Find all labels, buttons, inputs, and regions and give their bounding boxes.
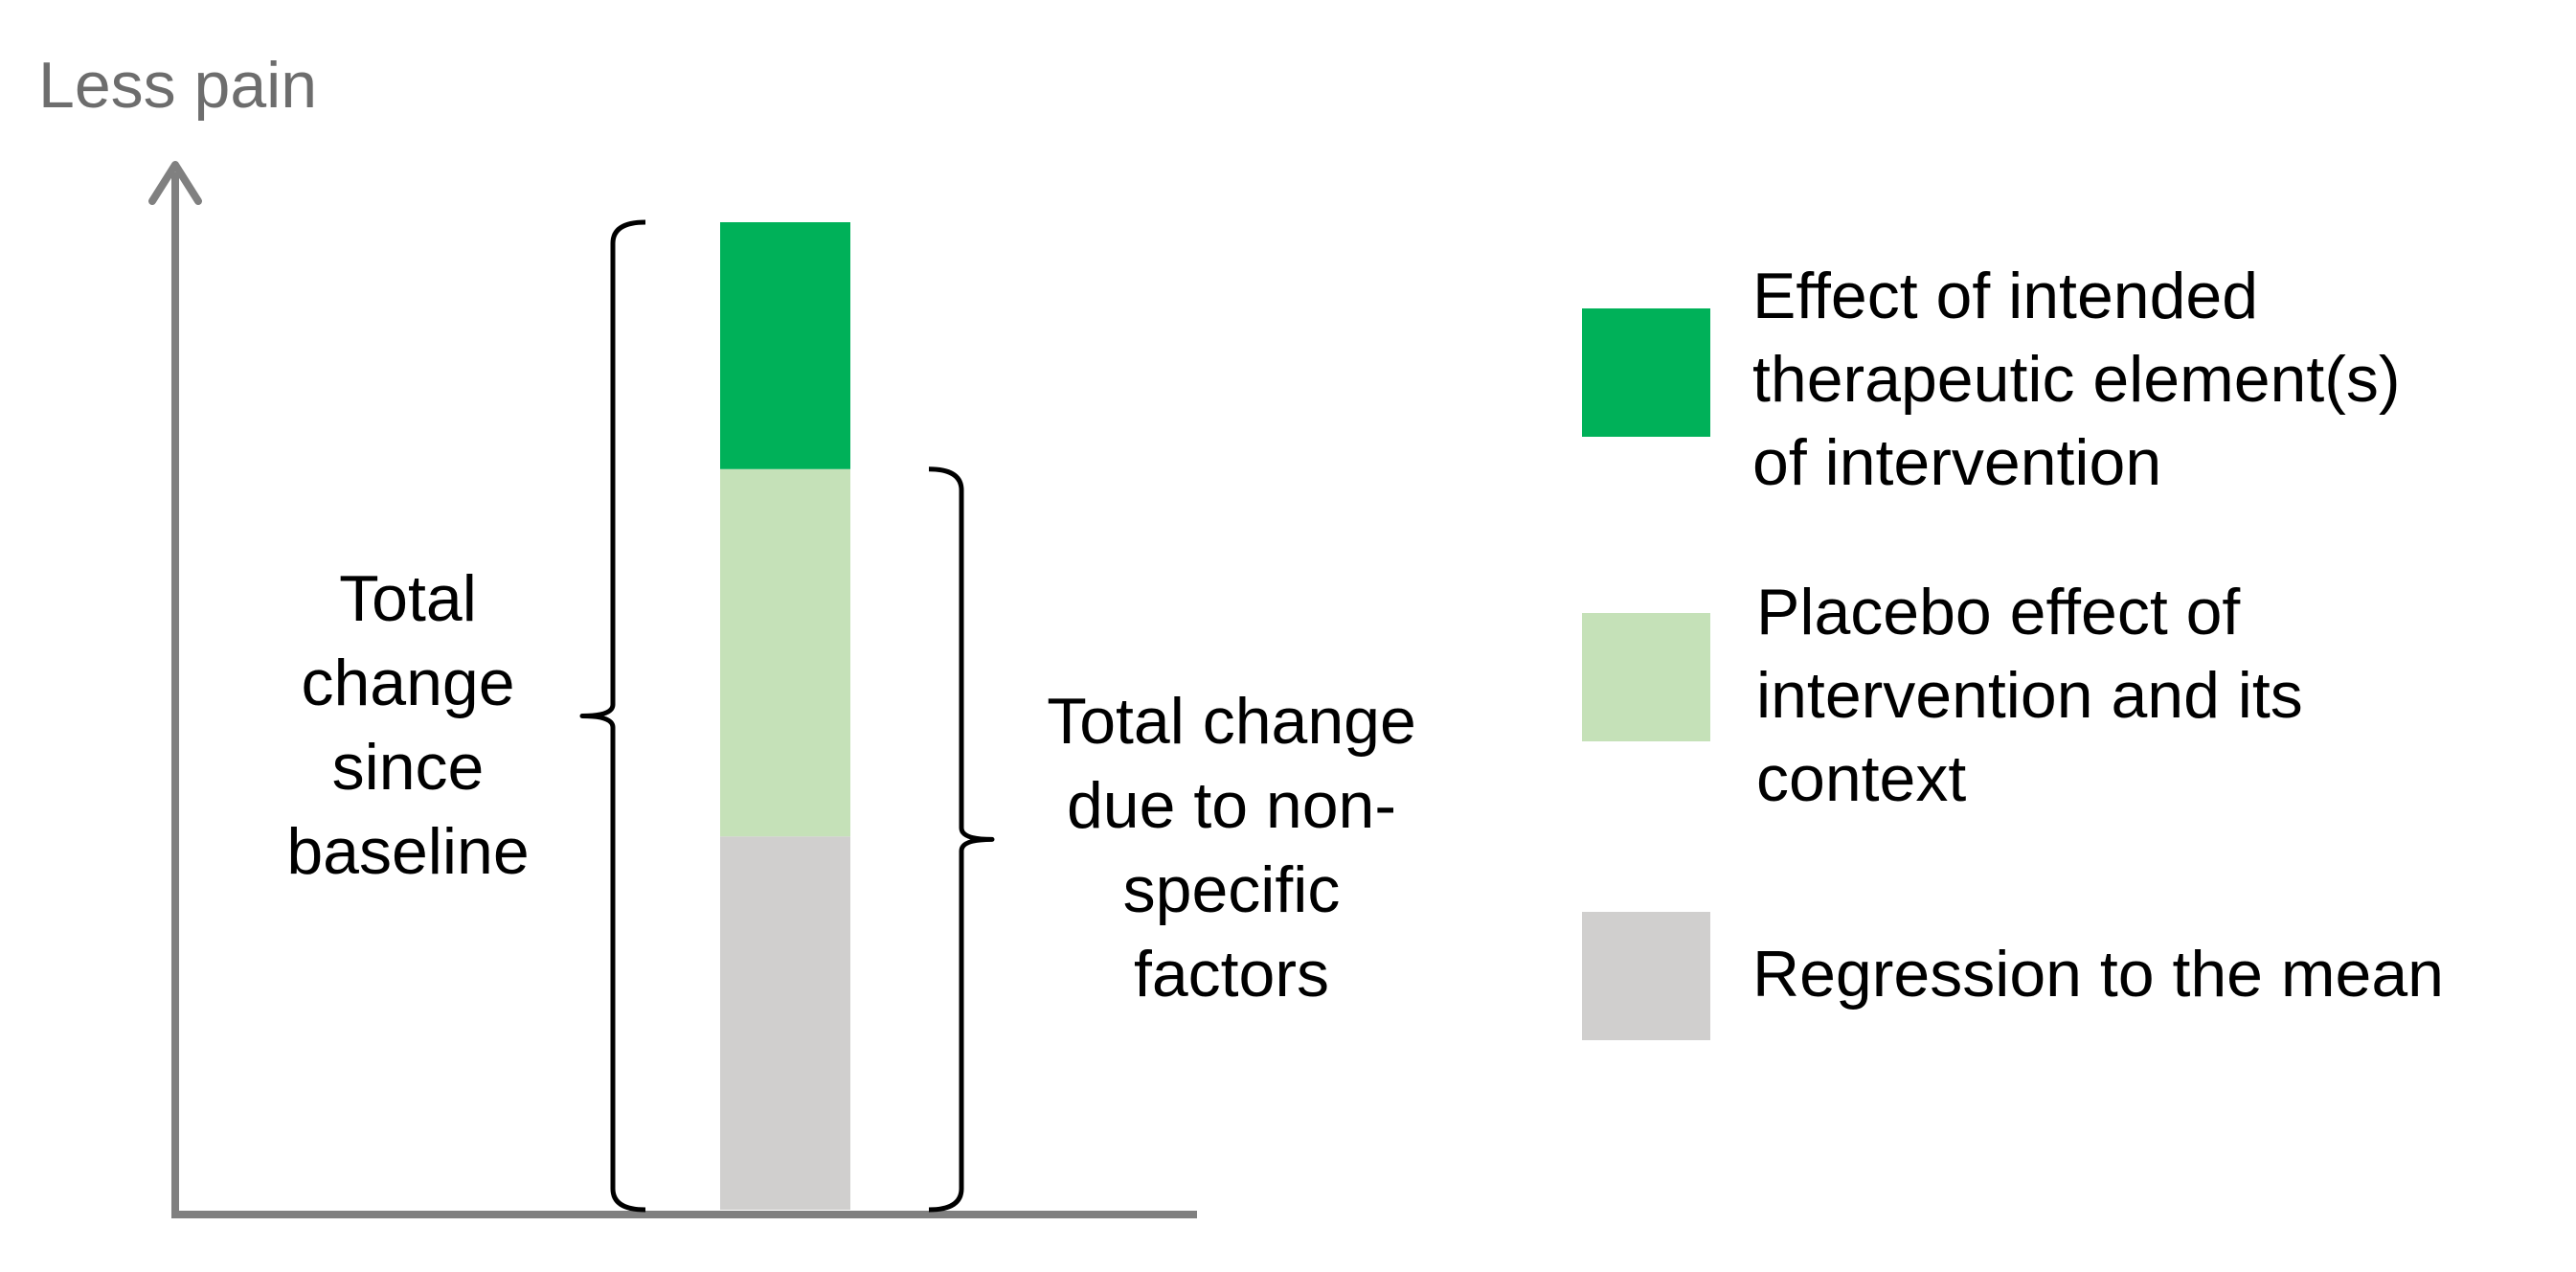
annotation-nonspecific-line-3: factors bbox=[1134, 938, 1329, 1011]
legend-entry-1-line-2: context bbox=[1756, 742, 1966, 815]
bar-segment-0 bbox=[720, 836, 850, 1210]
annotation-total-line-1: change bbox=[301, 647, 514, 719]
legend-swatch-0 bbox=[1582, 308, 1710, 437]
legend-swatch-2 bbox=[1582, 912, 1710, 1040]
annotation-nonspecific-line-2: specific bbox=[1123, 853, 1341, 926]
legend-entry-0-line-2: of intervention bbox=[1752, 426, 2161, 499]
annotation-total-line-3: baseline bbox=[286, 815, 529, 888]
annotation-total-line-2: since bbox=[332, 731, 485, 804]
annotation-nonspecific-line-1: due to non- bbox=[1067, 769, 1396, 842]
bar-segment-2 bbox=[720, 222, 850, 469]
legend-entry-0-line-1: therapeutic element(s) bbox=[1752, 343, 2401, 416]
bar-segment-1 bbox=[720, 468, 850, 837]
y-axis-arrow-icon bbox=[148, 161, 202, 205]
annotation-total-line-0: Total bbox=[339, 562, 477, 635]
legend-entry-2-line-0: Regression to the mean bbox=[1752, 938, 2444, 1011]
bracket-nonspecific bbox=[928, 466, 995, 1213]
y-axis-label: Less pain bbox=[38, 49, 317, 122]
bracket-total bbox=[579, 219, 646, 1213]
legend-entry-1-line-1: intervention and its bbox=[1756, 659, 2303, 732]
legend-swatch-1 bbox=[1582, 613, 1710, 741]
legend-entry-1-line-0: Placebo effect of bbox=[1756, 576, 2240, 648]
legend-entry-0-line-0: Effect of intended bbox=[1752, 260, 2258, 332]
annotation-nonspecific-line-0: Total change bbox=[1047, 685, 1416, 758]
